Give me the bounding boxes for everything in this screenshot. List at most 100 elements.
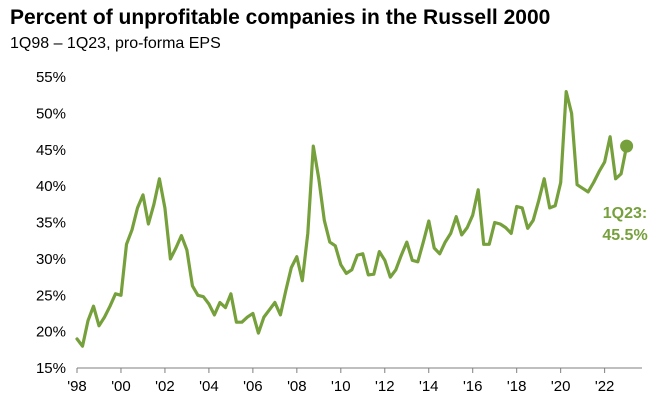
data-point <box>477 189 479 191</box>
data-point <box>186 249 188 251</box>
data-point <box>466 226 468 228</box>
data-point <box>307 232 309 234</box>
data-point <box>362 253 364 255</box>
annotation-line-1: 1Q23: <box>603 205 647 222</box>
data-point <box>560 181 562 183</box>
data-point <box>367 274 369 276</box>
data-point <box>614 178 616 180</box>
data-point <box>285 289 287 291</box>
data-point <box>488 243 490 245</box>
data-point <box>169 258 171 260</box>
data-point <box>87 320 89 322</box>
data-point <box>433 247 435 249</box>
data-point <box>592 181 594 183</box>
data-point <box>318 178 320 180</box>
data-point <box>351 269 353 271</box>
data-point <box>213 314 215 316</box>
data-point <box>598 170 600 172</box>
data-point <box>241 321 243 323</box>
data-point <box>565 90 567 92</box>
data-point <box>510 232 512 234</box>
data-point <box>120 294 122 296</box>
data-point <box>428 220 430 222</box>
data-point <box>114 293 116 295</box>
data-point <box>527 227 529 229</box>
data-point <box>538 200 540 202</box>
data-point <box>219 301 221 303</box>
x-tick-label: '06 <box>243 378 263 395</box>
data-point <box>554 205 556 207</box>
data-point <box>81 345 83 347</box>
data-point <box>543 178 545 180</box>
data-point <box>274 301 276 303</box>
data-point <box>109 305 111 307</box>
annotation: 1Q23: 45.5% <box>602 205 647 244</box>
y-tick-label: 25% <box>36 287 66 304</box>
data-point <box>197 294 199 296</box>
y-tick-label: 55% <box>36 69 66 86</box>
data-point <box>499 223 501 225</box>
data-point <box>444 241 446 243</box>
data-point <box>400 254 402 256</box>
data-point <box>142 194 144 196</box>
data-point <box>224 306 226 308</box>
y-tick-label: 30% <box>36 251 66 268</box>
data-point <box>180 234 182 236</box>
data-point <box>257 332 259 334</box>
chart-subtitle: 1Q98 – 1Q23, pro-forma EPS <box>10 35 221 52</box>
y-axis-tick-labels: 15% 20% 25% 30% 35% 40% 45% 50% 55% <box>36 69 66 377</box>
data-point <box>263 316 265 318</box>
data-point <box>175 247 177 249</box>
data-point <box>98 325 100 327</box>
data-point <box>345 272 347 274</box>
data-point <box>191 285 193 287</box>
data-point <box>103 316 105 318</box>
data-point <box>461 234 463 236</box>
data-point <box>581 187 583 189</box>
data-point <box>450 232 452 234</box>
data-point <box>312 145 314 147</box>
data-point <box>417 261 419 263</box>
data-point <box>406 241 408 243</box>
data-point <box>378 250 380 252</box>
data-point <box>422 241 424 243</box>
data-point <box>131 229 133 231</box>
data-point <box>389 276 391 278</box>
x-tick-label: '12 <box>375 378 395 395</box>
data-point <box>472 214 474 216</box>
data-point <box>92 305 94 307</box>
data-point <box>279 314 281 316</box>
data-point <box>153 203 155 205</box>
data-point <box>521 207 523 209</box>
chart-title: Percent of unprofitable companies in the… <box>10 6 551 29</box>
data-point <box>356 254 358 256</box>
x-tick-label: '04 <box>199 378 219 395</box>
data-point <box>483 243 485 245</box>
y-tick-label: 50% <box>36 105 66 122</box>
x-axis-tick-labels: '98 '00 '02 '04 '06 '08 '10 '12 '14 '16 '18 '20 '22 <box>67 378 614 395</box>
data-point <box>235 321 237 323</box>
data-point <box>296 256 298 258</box>
data-point <box>384 259 386 261</box>
data-point <box>136 207 138 209</box>
annotation-line-2: 45.5% <box>602 227 647 244</box>
axes <box>76 367 642 373</box>
data-point <box>532 219 534 221</box>
data-point <box>334 245 336 247</box>
data-point <box>125 243 127 245</box>
x-tick-label: '18 <box>507 378 527 395</box>
data-point <box>373 273 375 275</box>
data-point <box>164 207 166 209</box>
y-tick-label: 15% <box>36 360 66 377</box>
x-tick-label: '02 <box>155 378 175 395</box>
data-point <box>230 293 232 295</box>
data-point <box>202 296 204 298</box>
y-tick-label: 35% <box>36 215 66 232</box>
data-point <box>455 216 457 218</box>
data-point <box>301 280 303 282</box>
data-point <box>505 226 507 228</box>
y-tick-label: 20% <box>36 324 66 341</box>
data-point <box>246 316 248 318</box>
data-point <box>439 253 441 255</box>
